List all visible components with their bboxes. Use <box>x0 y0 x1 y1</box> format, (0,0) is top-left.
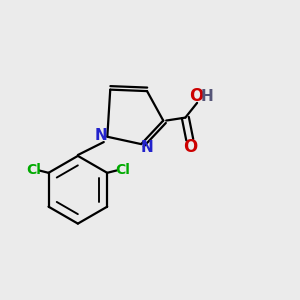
Text: Cl: Cl <box>26 163 41 177</box>
Text: O: O <box>189 87 204 105</box>
Text: Cl: Cl <box>115 163 130 177</box>
Text: N: N <box>141 140 153 154</box>
Text: N: N <box>94 128 107 143</box>
Text: H: H <box>200 89 213 104</box>
Text: O: O <box>183 138 197 156</box>
